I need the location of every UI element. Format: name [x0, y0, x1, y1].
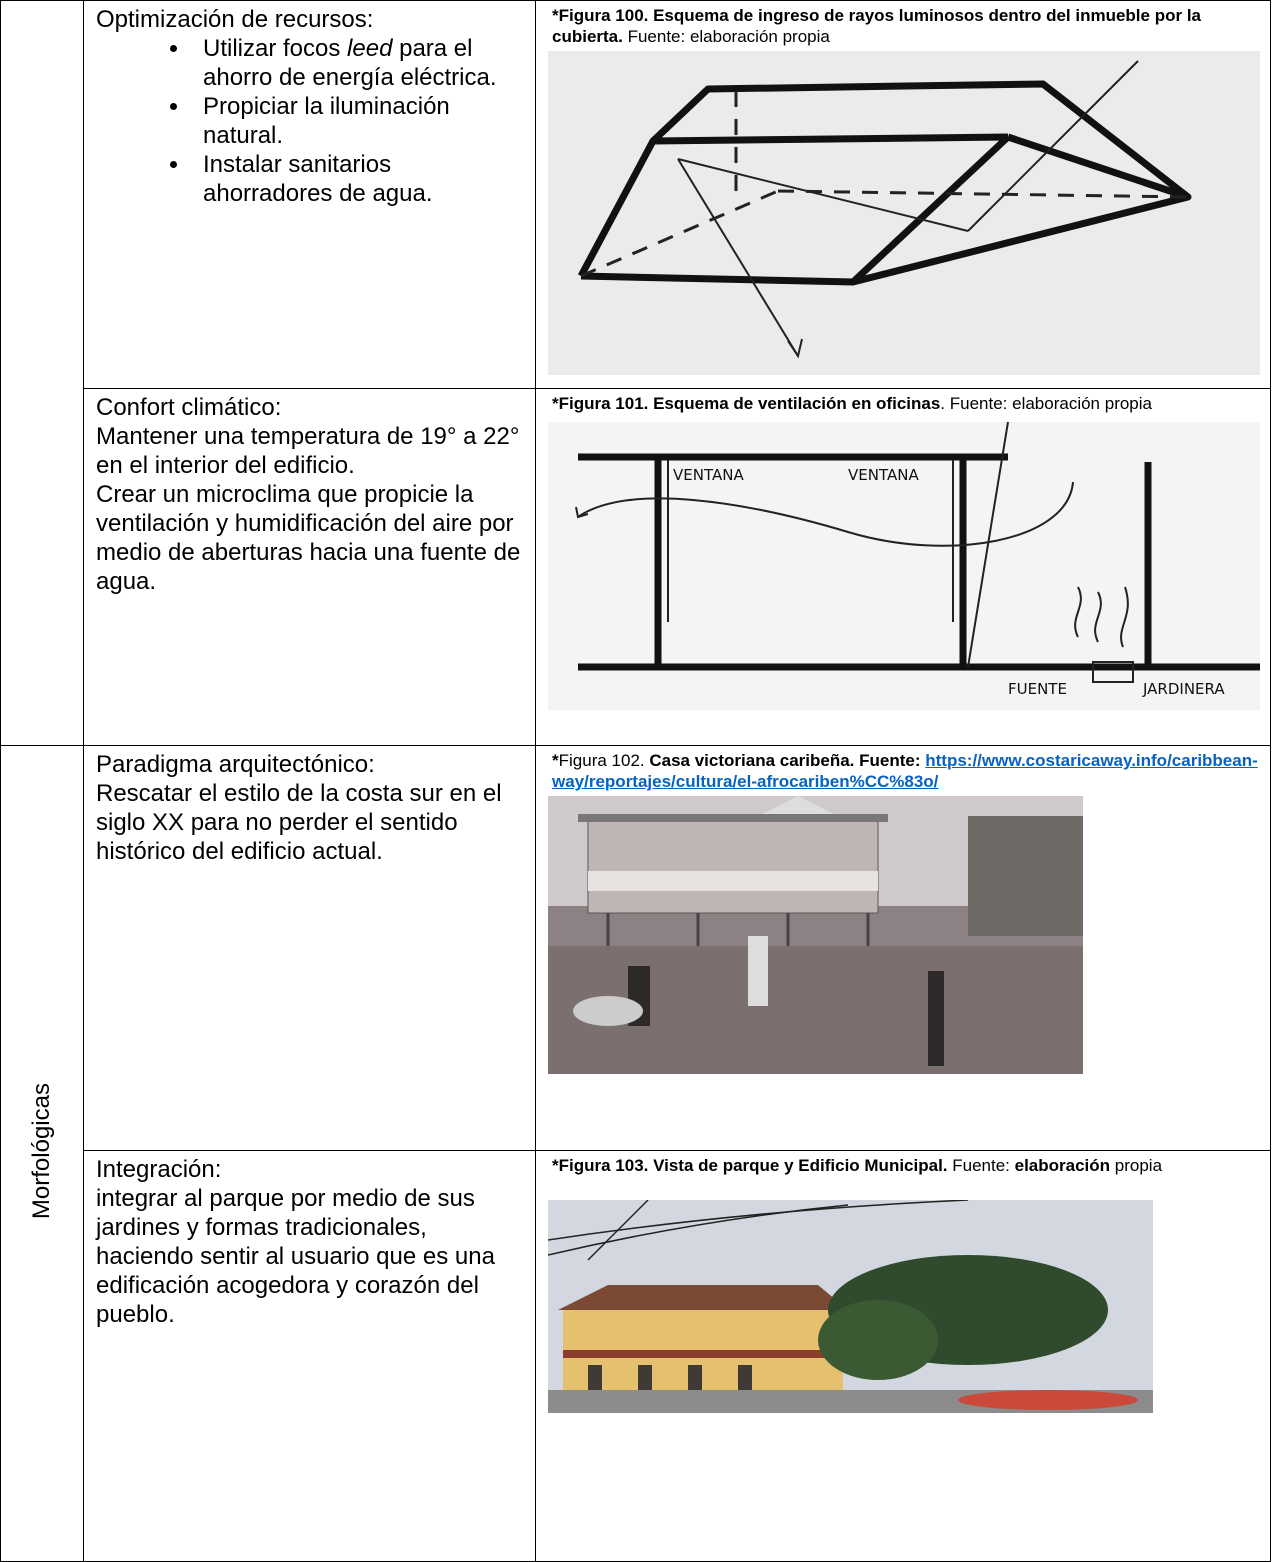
text-run: *Figura 103. Vista de parque y Edificio …	[552, 1156, 948, 1175]
photo-victorian-house	[548, 796, 1083, 1074]
criterion-heading: Confort climático:	[96, 394, 282, 421]
bullet-item: Instalar sanitarios ahorradores de agua.	[191, 150, 523, 208]
text-run: Casa victoriana caribeña. Fuente:	[649, 751, 926, 770]
criterion-heading: Integración:	[96, 1156, 222, 1183]
table-row: Optimización de recursos:Utilizar focos …	[0, 0, 1271, 746]
criterion-text: integrar al parque por medio de sus jard…	[96, 1185, 495, 1328]
figure-caption: *Figura 101. Esquema de ventilación en o…	[548, 393, 1258, 414]
criterion-heading: Optimización de recursos:	[96, 6, 374, 33]
table-row: Integración: integrar al parque por medio…	[1, 1150, 1271, 1562]
text-run: Instalar sanitarios ahorradores de agua.	[203, 151, 433, 207]
text-run: Utilizar focos	[203, 35, 348, 62]
text-run: *	[552, 751, 559, 770]
sketch-roof	[548, 51, 1260, 375]
text-run: propia	[1110, 1156, 1163, 1175]
figure-cell: *Figura 103. Vista de parque y Edificio …	[535, 1150, 1271, 1562]
criterion-text: Crear un microclima que propicie la vent…	[96, 481, 521, 595]
criterion-text: Mantener una temperatura de 19° a 22° en…	[96, 423, 520, 479]
sketch-label: VENTANA	[673, 466, 744, 484]
text-run: *Figura 101. Esquema de ventilación en o…	[552, 394, 941, 413]
figure-cell: *Figura 102. Casa victoriana caribeña. F…	[535, 745, 1271, 1151]
sketch-label: VENTANA	[848, 466, 919, 484]
sketch-ventilation: VENTANA VENTANA FUENTE JARDINERA	[548, 422, 1260, 710]
text-run: Fuente:	[947, 1156, 1015, 1175]
figure-caption: *Figura 103. Vista de parque y Edificio …	[548, 1155, 1258, 1176]
figure-caption: *Figura 100. Esquema de ingreso de rayos…	[548, 5, 1258, 47]
category-label: Morfológicas	[28, 1082, 55, 1220]
bullet-item: Propiciar la iluminación natural.	[191, 92, 523, 150]
source-link[interactable]: https://www.costaricaway.info/caribbean-…	[552, 751, 1258, 791]
content-cell: Integración: integrar al parque por medio…	[83, 1150, 536, 1562]
bullet-list: Utilizar focos leed para el ahorro de en…	[96, 34, 523, 208]
table-row: Morfológicas Paradigma arquitectónico: Re…	[0, 745, 1271, 1562]
content-cell: Optimización de recursos:Utilizar focos …	[83, 0, 536, 389]
text-run: Figura 102.	[558, 751, 650, 770]
figure-caption: *Figura 102. Casa victoriana caribeña. F…	[548, 750, 1258, 792]
bullet-item: Utilizar focos leed para el ahorro de en…	[191, 34, 523, 92]
criterion-text: Rescatar el estilo de la costa sur en el…	[96, 780, 502, 865]
sketch-label: JARDINERA	[1142, 680, 1225, 698]
category-cell	[0, 0, 84, 746]
text-run: leed	[347, 35, 393, 62]
criterion-heading: Paradigma arquitectónico:	[96, 751, 375, 778]
category-cell: Morfológicas	[0, 745, 84, 1562]
content-cell: Paradigma arquitectónico: Rescatar el est…	[83, 745, 536, 1151]
figure-cell: *Figura 100. Esquema de ingreso de rayos…	[535, 0, 1271, 389]
content-cell: Confort climático: Mantener una temperatu…	[83, 388, 536, 746]
text-run: elaboración	[1014, 1156, 1111, 1175]
text-run: Propiciar la iluminación natural.	[203, 93, 450, 149]
table-row: Confort climático: Mantener una temperatu…	[1, 388, 1271, 746]
text-run: para el ahorro de energía eléctrica.	[203, 35, 497, 91]
sketch-label: FUENTE	[1008, 680, 1067, 698]
text-run: *Figura 100. Esquema de ingreso de rayos…	[552, 6, 1201, 46]
text-run: Fuente: elaboración propia	[622, 27, 830, 46]
text-run: . Fuente: elaboración propia	[940, 394, 1152, 413]
photo-park-building	[548, 1200, 1153, 1413]
figure-cell: *Figura 101. Esquema de ventilación en o…	[535, 388, 1271, 746]
